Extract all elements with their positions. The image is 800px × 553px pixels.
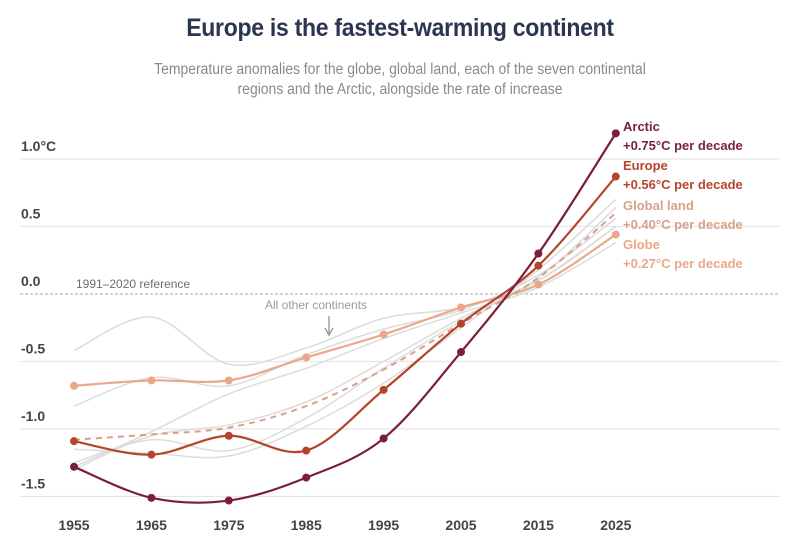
arctic-point: [70, 462, 78, 471]
globe-label: Globe: [623, 237, 660, 252]
arctic-label: Arctic: [623, 119, 660, 134]
europe-point: [302, 446, 311, 455]
y-tick-label: -1.0: [21, 408, 45, 424]
europe-rate-label: +0.56°C per decade: [623, 177, 743, 192]
y-tick-label: 0.0: [21, 273, 41, 289]
chart-subtitle: Temperature anomalies for the globe, glo…: [154, 61, 646, 98]
europe-point: [224, 431, 233, 440]
europe-label: Europe: [623, 158, 668, 173]
reference-label: 1991–2020 reference: [76, 277, 190, 291]
x-tick-label: 1985: [291, 517, 322, 533]
other-continent-line: [73, 225, 617, 366]
arctic-point: [147, 493, 156, 502]
global-land-label: Global land: [623, 198, 694, 213]
x-tick-label: 1965: [136, 517, 167, 533]
y-tick-label: -1.5: [21, 476, 45, 492]
y-tick-label: -0.5: [21, 341, 45, 357]
x-tick-label: 2015: [523, 517, 554, 533]
annotation-arrowhead-icon: [324, 327, 334, 337]
arctic-point: [379, 434, 388, 443]
y-tick-label: 1.0°C: [21, 138, 56, 154]
europe-point: [534, 261, 543, 270]
other-continent-line: [73, 198, 617, 459]
other-continent-line: [73, 242, 617, 468]
global-land-line: [73, 212, 617, 441]
globe-point: [457, 303, 465, 312]
x-tick-label: 1955: [58, 517, 89, 533]
arctic-point: [457, 348, 465, 357]
other-continents-annotation: All other continents: [265, 298, 367, 312]
chart-title: Europe is the fastest-warming continent: [186, 14, 614, 42]
globe-point: [70, 381, 78, 390]
x-tick-label: 2005: [445, 517, 476, 533]
europe-line: [73, 175, 617, 456]
globe-point: [224, 376, 233, 385]
global-land-rate-label: +0.40°C per decade: [623, 217, 743, 232]
arctic-rate-label: +0.75°C per decade: [623, 138, 743, 153]
arctic-point: [611, 129, 620, 138]
europe-point: [611, 172, 620, 181]
globe-point: [534, 280, 543, 289]
europe-point: [147, 450, 156, 459]
x-tick-label: 2025: [600, 517, 631, 533]
globe-line: [73, 233, 617, 387]
arctic-point: [534, 249, 543, 258]
globe-point: [302, 353, 311, 362]
europe-point: [379, 385, 388, 394]
x-tick-label: 1995: [368, 517, 399, 533]
x-tick-label: 1975: [213, 517, 244, 533]
globe-point: [147, 376, 156, 385]
europe-point: [457, 319, 465, 328]
globe-rate-label: +0.27°C per decade: [623, 256, 743, 271]
other-continent-line: [73, 217, 617, 407]
other-continent-line: [73, 225, 617, 471]
arctic-point: [302, 473, 311, 482]
europe-point: [70, 437, 78, 446]
globe-point: [611, 230, 620, 239]
arctic-point: [224, 496, 233, 505]
y-tick-label: 0.5: [21, 206, 41, 222]
globe-point: [379, 330, 388, 339]
